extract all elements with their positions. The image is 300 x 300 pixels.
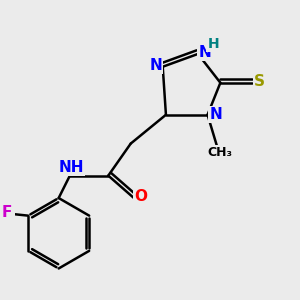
Text: N: N — [209, 107, 222, 122]
Text: N: N — [149, 58, 162, 73]
Text: CH₃: CH₃ — [208, 146, 233, 159]
Text: S: S — [254, 74, 265, 89]
Text: O: O — [134, 189, 148, 204]
Text: NH: NH — [59, 160, 84, 175]
Text: N: N — [199, 45, 212, 60]
Text: H: H — [208, 37, 219, 51]
Text: F: F — [1, 205, 12, 220]
